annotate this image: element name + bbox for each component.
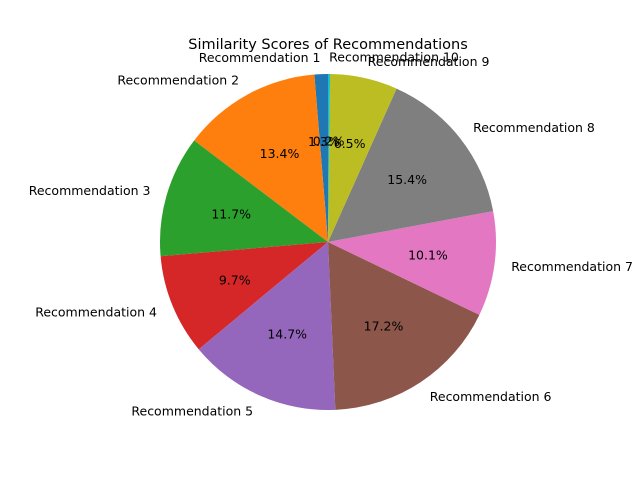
percent-label-recommendation-8: 15.4% (387, 172, 427, 187)
pie-slice-recommendation-8 (328, 88, 494, 242)
category-label-recommendation-6: Recommendation 6 (430, 389, 552, 404)
category-label-recommendation-3: Recommendation 3 (29, 183, 151, 198)
percent-label-recommendation-4: 9.7% (219, 273, 251, 288)
category-label-recommendation-4: Recommendation 4 (35, 305, 157, 320)
category-label-recommendation-8: Recommendation 8 (473, 120, 595, 135)
category-label-recommendation-7: Recommendation 7 (511, 259, 633, 274)
pie-slice-recommendation-10 (328, 74, 331, 242)
percent-label-recommendation-10: 0.2% (313, 134, 345, 149)
percent-label-recommendation-1: 1.3% (308, 134, 340, 149)
pie-slice-recommendation-3 (159, 140, 328, 257)
percent-label-recommendation-7: 10.1% (408, 248, 448, 263)
pie-slice-recommendation-2 (194, 74, 328, 242)
category-label-recommendation-9: Recommendation 9 (368, 54, 490, 69)
percent-label-recommendation-3: 11.7% (211, 206, 251, 221)
pie-slice-recommendation-5 (198, 242, 336, 411)
chart-title: Similarity Scores of Recommendations (188, 37, 468, 53)
pie-slices (159, 74, 496, 411)
pie-slice-recommendation-9 (328, 74, 397, 242)
pie-slice-recommendation-6 (328, 242, 480, 410)
category-label-recommendation-5: Recommendation 5 (131, 403, 253, 418)
percent-label-recommendation-9: 6.5% (334, 136, 366, 151)
pie-slice-recommendation-1 (314, 74, 328, 242)
percent-label-recommendation-5: 14.7% (267, 327, 307, 342)
pie-slice-recommendation-4 (160, 242, 328, 350)
category-label-recommendation-10: Recommendation 10 (329, 50, 459, 65)
pie-slice-recommendation-7 (328, 211, 496, 315)
category-label-recommendation-1: Recommendation 1 (199, 50, 321, 65)
category-label-recommendation-2: Recommendation 2 (117, 72, 239, 87)
percent-label-recommendation-6: 17.2% (364, 319, 404, 334)
category-labels: Recommendation 1 Recommendation 2 Recommen… (29, 50, 633, 419)
percent-label-recommendation-2: 13.4% (260, 146, 300, 161)
percent-labels: 1.3% 13.4% 11.7% 9.7% 14.7% 17.2% 10.1% 15.4% 6.… (211, 134, 448, 342)
